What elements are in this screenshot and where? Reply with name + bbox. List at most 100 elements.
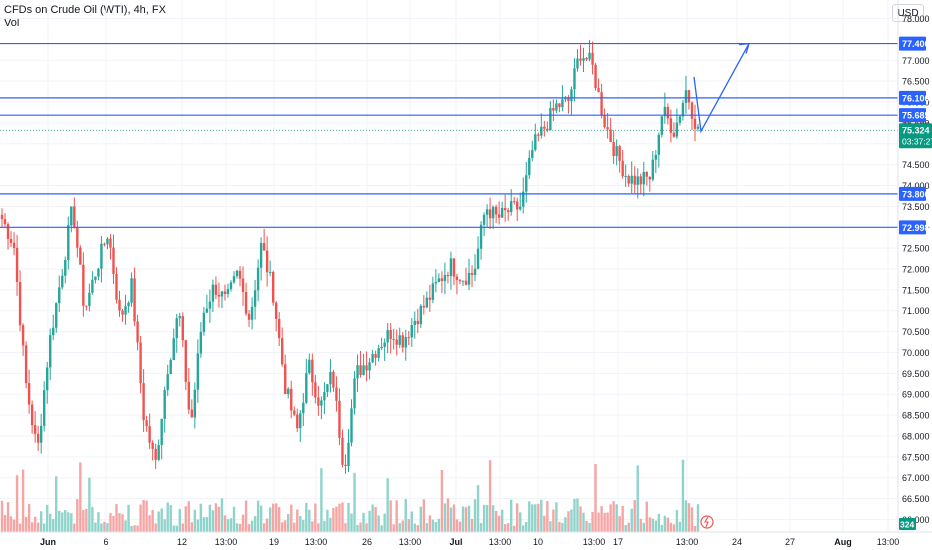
volume-bar [205, 517, 209, 532]
volume-bar [332, 508, 335, 532]
candle-body [356, 365, 359, 379]
time-tick-label: 10 [533, 537, 543, 547]
volume-bar [413, 523, 416, 532]
price-tick-label: 68.000 [902, 431, 930, 441]
candle-body [461, 280, 465, 282]
volume-bar [356, 525, 359, 532]
candle-body [79, 247, 82, 265]
forecast-arrow[interactable] [693, 42, 750, 134]
volume-bar [407, 519, 410, 532]
volume-bar [311, 521, 314, 532]
alert-icon[interactable] [700, 515, 714, 529]
volume-bar [359, 522, 362, 532]
candle-body [428, 297, 432, 300]
volume-bar [353, 472, 356, 532]
volume-bar [546, 500, 549, 532]
volume-bar [12, 519, 16, 532]
volume-bar [678, 521, 682, 532]
candle-body [223, 291, 227, 295]
candle-body [181, 316, 184, 341]
volume-bar [618, 516, 621, 532]
candle-body [672, 132, 676, 137]
level-price-badge [899, 90, 926, 105]
volume-bar [211, 510, 215, 532]
candle-body [588, 52, 591, 60]
candle-body [365, 365, 368, 371]
volume-bar [208, 504, 212, 532]
candle-body [675, 122, 679, 137]
volume-bar [633, 500, 636, 532]
volume-bar [624, 524, 627, 532]
volume-bar [130, 525, 133, 532]
candle-body [645, 171, 648, 177]
candle-body [199, 331, 203, 354]
candle-body [561, 99, 564, 108]
volume-bar [642, 522, 645, 532]
candle-body [30, 404, 34, 426]
time-tick-label: Jul [449, 537, 462, 547]
volume-bar [24, 517, 28, 532]
candle-body [49, 335, 52, 368]
volume-badge [899, 518, 916, 530]
candle-body [3, 219, 7, 225]
volume-bar [67, 512, 70, 532]
candle-body [39, 425, 43, 443]
volume-bar [476, 485, 480, 532]
candle-body [630, 175, 633, 184]
volume-bar [455, 519, 459, 532]
candle-body [100, 243, 103, 269]
candle-body [24, 345, 28, 384]
volume-bar [277, 507, 281, 532]
candle-body [85, 305, 88, 307]
volume-bar [534, 504, 537, 532]
volume-bar [139, 504, 142, 532]
volume-bar [392, 524, 395, 532]
volume-bar [552, 509, 555, 532]
volume-bar [603, 512, 606, 532]
candle-body [597, 88, 600, 93]
volume-bar [630, 508, 633, 532]
candle-body [528, 157, 531, 176]
candle-body [232, 276, 236, 283]
candle-body [118, 299, 121, 311]
price-axis[interactable]: 78.00077.00076.50076.00075.50075.00074.5… [902, 14, 930, 525]
time-tick-label: 13:00 [583, 537, 606, 547]
candle-body [220, 291, 224, 297]
candle-body [133, 278, 136, 322]
candle-body [377, 348, 380, 358]
candle-body [446, 275, 450, 277]
volume-bar [284, 520, 287, 532]
time-tick-label: 19 [269, 537, 279, 547]
candle-body [476, 248, 480, 269]
volume-bar [73, 523, 76, 532]
volume-bar [479, 523, 483, 532]
volume-bar [187, 501, 191, 532]
volume-bar [672, 524, 676, 532]
candle-body [416, 320, 419, 325]
volume-bar [543, 515, 546, 532]
candle-body [314, 382, 317, 398]
volume-bar [687, 503, 691, 532]
candle-body [202, 312, 206, 332]
candle-body [12, 242, 16, 249]
volume-bar [443, 503, 447, 532]
volume-bar [690, 507, 694, 532]
candle-body [262, 243, 266, 251]
candle-body [296, 414, 299, 429]
horizontal-levels[interactable] [0, 42, 898, 228]
currency-button[interactable]: USD [892, 4, 924, 22]
price-tick-label: 76.500 [902, 77, 930, 87]
candle-body [217, 294, 221, 297]
volume-bar [253, 516, 257, 532]
volume-bar [217, 506, 221, 532]
volume-bar [33, 516, 37, 532]
volume-bar [389, 500, 392, 532]
time-tick-label: 27 [785, 537, 795, 547]
time-axis[interactable]: Jun 6 12 13:00 19 13:00 26 13:00 Jul 13:00 10 13:00… [40, 537, 899, 547]
volume-bar [220, 498, 224, 532]
candle-body [669, 118, 673, 133]
volume-bar [449, 507, 453, 532]
candle-body [172, 338, 175, 360]
